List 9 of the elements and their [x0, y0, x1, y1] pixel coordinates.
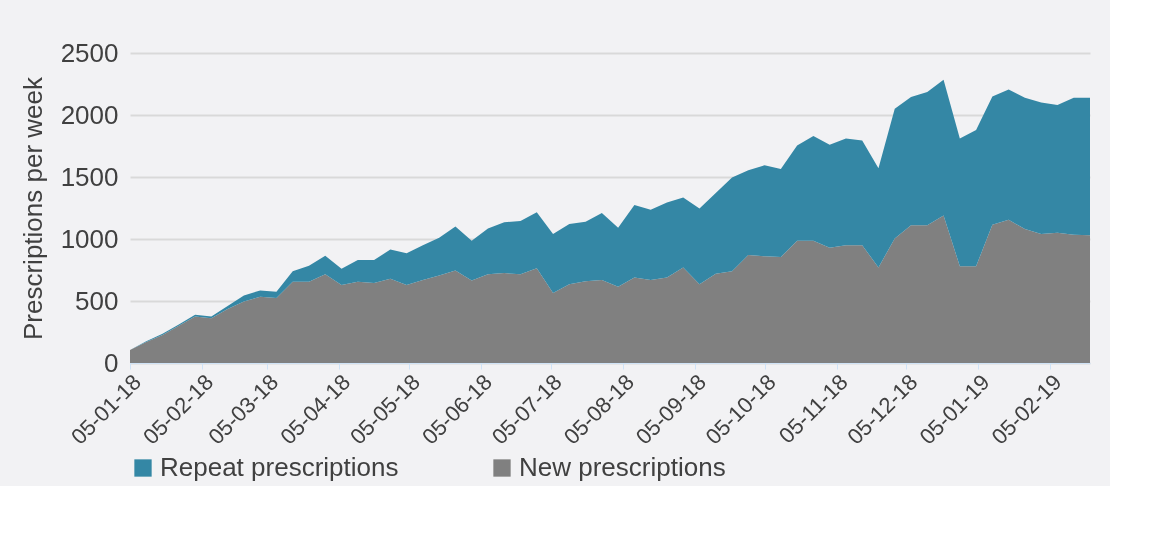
legend-label: New prescriptions: [519, 452, 726, 482]
y-tick-label: 2000: [60, 99, 119, 130]
y-tick-label: 1000: [60, 223, 119, 254]
legend-label: Repeat prescriptions: [160, 452, 399, 482]
y-tick-label: 1500: [60, 161, 119, 192]
y-tick-label: 2500: [60, 37, 119, 68]
y-tick-label: 0: [104, 347, 119, 378]
y-tick-label: 500: [75, 285, 119, 316]
y-axis-title: Prescriptions per week: [17, 76, 48, 340]
